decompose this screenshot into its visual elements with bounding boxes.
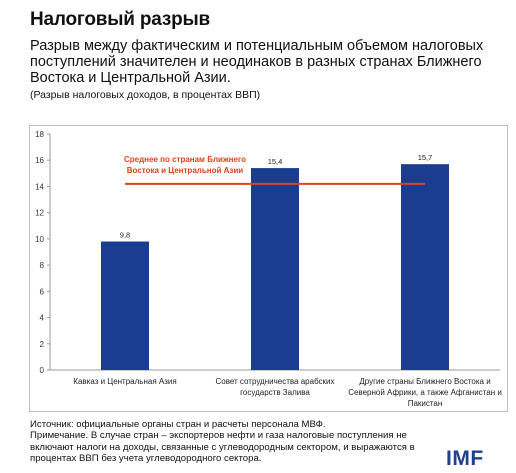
unit-label: (Разрыв налоговых доходов, в процентах В…: [30, 89, 261, 101]
note-line: процентах ВВП без учета углеводородного …: [30, 453, 262, 465]
bar-value-label: 15,7: [418, 153, 433, 162]
bar-chart: 0 2 4 6 8 10 12 14 16 18 9,8 Кавказ и Центральная А…: [35, 130, 502, 408]
average-label: Востока и Центральной Азии: [127, 166, 244, 175]
footnotes: Источник: официальные органы стран и рас…: [30, 419, 440, 465]
note-line: Примечание. В случае стран – экспортеров…: [30, 430, 407, 442]
note-line: включают налоги на доходы, связанные с у…: [30, 441, 415, 453]
y-tick-label: 4: [40, 314, 45, 323]
x-category-label: Совет сотрудничества арабских: [215, 377, 334, 386]
bar-value-label: 9,8: [120, 231, 130, 240]
subtitle: Разрыв между фактическим и потенциальным…: [30, 38, 500, 86]
y-tick-label: 6: [40, 287, 45, 296]
imf-logo: IMF: [446, 447, 484, 470]
x-category-label: Северной Африки, а также Афганистан и: [348, 388, 502, 397]
y-tick-label: 0: [40, 366, 45, 375]
subtitle-line: Разрыв между фактическим и потенциальным…: [30, 38, 484, 54]
average-label: Среднее по странам Ближнего: [124, 155, 246, 164]
y-tick-label: 10: [35, 235, 44, 244]
bar-value-label: 15,4: [268, 157, 283, 166]
source-note: Источник: официальные органы стран и рас…: [30, 419, 326, 430]
x-category-label: государств Залива: [240, 388, 310, 397]
chart-frame: 0 2 4 6 8 10 12 14 16 18 9,8 Кавказ и Центральная А…: [29, 125, 508, 412]
bar: [401, 164, 449, 370]
subtitle-line: Востока и Центральной Азии.: [30, 70, 231, 86]
y-tick-label: 14: [35, 182, 44, 191]
bar: [251, 168, 299, 370]
x-category-label: Пакистан: [408, 399, 443, 408]
page-title: Налоговый разрыв: [30, 9, 211, 30]
y-tick-label: 12: [35, 209, 44, 218]
y-tick-label: 16: [35, 156, 44, 165]
y-tick-label: 8: [40, 261, 45, 270]
x-category-label: Кавказ и Центральная Азия: [73, 377, 176, 386]
subtitle-line: поступлений значителен и неодинаков в ра…: [30, 54, 482, 70]
y-tick-label: 2: [40, 340, 45, 349]
y-tick-label: 18: [35, 130, 44, 139]
bar: [101, 241, 149, 370]
x-category-label: Другие страны Ближнего Востока и: [359, 377, 490, 386]
